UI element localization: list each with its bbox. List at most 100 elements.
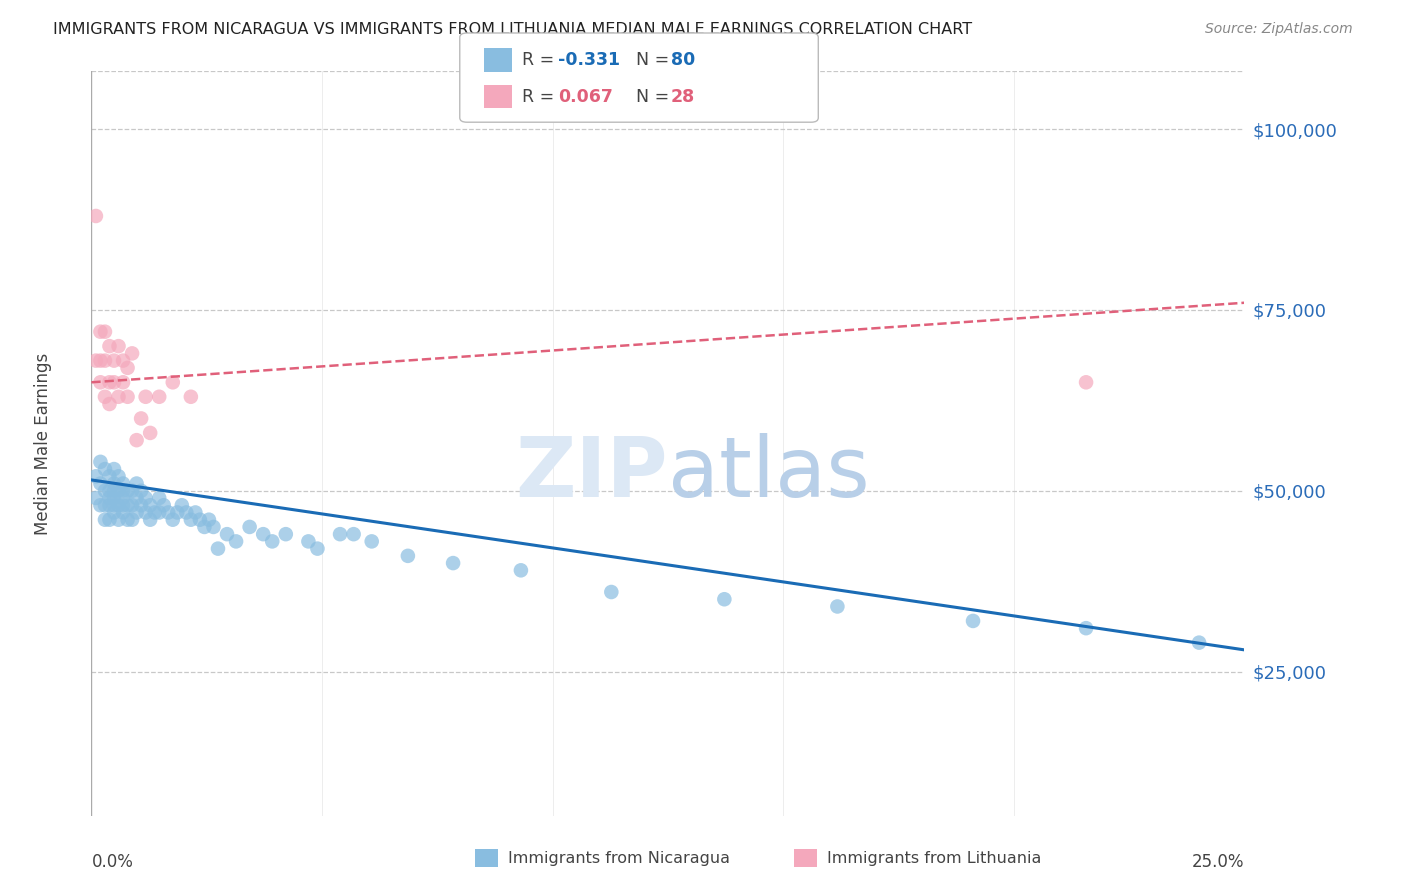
Point	[103, 483, 125, 498]
Point	[343, 527, 366, 541]
Point	[98, 376, 121, 390]
Point	[600, 585, 623, 599]
Point	[94, 498, 117, 512]
Text: 0.0%: 0.0%	[91, 854, 134, 871]
Point	[112, 476, 135, 491]
Text: Immigrants from Nicaragua: Immigrants from Nicaragua	[508, 851, 730, 865]
Point	[112, 353, 135, 368]
Point	[107, 339, 129, 353]
Point	[84, 469, 107, 483]
Point	[262, 534, 284, 549]
Text: N =: N =	[636, 88, 675, 106]
Point	[139, 498, 162, 512]
Text: N =: N =	[636, 51, 675, 69]
Point	[98, 339, 121, 353]
Text: -0.331: -0.331	[558, 51, 620, 69]
Point	[713, 592, 735, 607]
Point	[98, 469, 121, 483]
Point	[112, 506, 135, 520]
Point	[129, 411, 152, 425]
Point	[125, 506, 148, 520]
Point	[103, 353, 125, 368]
Point	[162, 376, 184, 390]
Point	[239, 520, 262, 534]
Point	[125, 433, 148, 447]
Text: atlas: atlas	[668, 433, 869, 514]
Point	[207, 541, 229, 556]
Point	[176, 506, 198, 520]
Point	[135, 390, 157, 404]
Point	[112, 376, 135, 390]
Point	[188, 513, 211, 527]
Point	[441, 556, 464, 570]
Point	[121, 513, 143, 527]
Point	[152, 498, 174, 512]
Text: Immigrants from Lithuania: Immigrants from Lithuania	[827, 851, 1040, 865]
Point	[396, 549, 419, 563]
Text: Source: ZipAtlas.com: Source: ZipAtlas.com	[1205, 22, 1353, 37]
Point	[1188, 635, 1211, 649]
Point	[103, 506, 125, 520]
Text: R =: R =	[522, 51, 560, 69]
Point	[117, 483, 139, 498]
Point	[89, 498, 111, 512]
Point	[252, 527, 274, 541]
Point	[962, 614, 984, 628]
Point	[84, 209, 107, 223]
Point	[103, 476, 125, 491]
Point	[98, 483, 121, 498]
Point	[94, 462, 117, 476]
Point	[166, 506, 188, 520]
Point	[112, 483, 135, 498]
Text: Median Male Earnings: Median Male Earnings	[34, 352, 52, 535]
Point	[1074, 621, 1097, 635]
Text: R =: R =	[522, 88, 560, 106]
Point	[329, 527, 352, 541]
Point	[94, 325, 117, 339]
Point	[98, 397, 121, 411]
Text: 0.067: 0.067	[558, 88, 613, 106]
Point	[84, 491, 107, 505]
Point	[107, 483, 129, 498]
Point	[202, 520, 225, 534]
Point	[180, 390, 202, 404]
Point	[103, 376, 125, 390]
Point	[135, 506, 157, 520]
Point	[107, 469, 129, 483]
Point	[170, 498, 193, 512]
Point	[125, 476, 148, 491]
Point	[198, 513, 221, 527]
Text: 25.0%: 25.0%	[1192, 854, 1244, 871]
Point	[143, 506, 166, 520]
Point	[98, 513, 121, 527]
Point	[107, 498, 129, 512]
Point	[274, 527, 297, 541]
Point	[1074, 376, 1097, 390]
Point	[827, 599, 849, 614]
Point	[103, 491, 125, 505]
Point	[307, 541, 329, 556]
Point	[98, 498, 121, 512]
Point	[107, 390, 129, 404]
Point	[89, 455, 111, 469]
Point	[184, 506, 207, 520]
Point	[103, 498, 125, 512]
Point	[125, 491, 148, 505]
Text: 80: 80	[671, 51, 695, 69]
Point	[129, 498, 152, 512]
Point	[193, 520, 215, 534]
Point	[139, 513, 162, 527]
Point	[94, 483, 117, 498]
Point	[157, 506, 180, 520]
Point	[297, 534, 319, 549]
Point	[89, 325, 111, 339]
Text: ZIP: ZIP	[516, 433, 668, 514]
Point	[98, 491, 121, 505]
Point	[107, 513, 129, 527]
Point	[121, 483, 143, 498]
Point	[129, 483, 152, 498]
Point	[148, 506, 170, 520]
Point	[89, 353, 111, 368]
Point	[117, 390, 139, 404]
Point	[89, 376, 111, 390]
